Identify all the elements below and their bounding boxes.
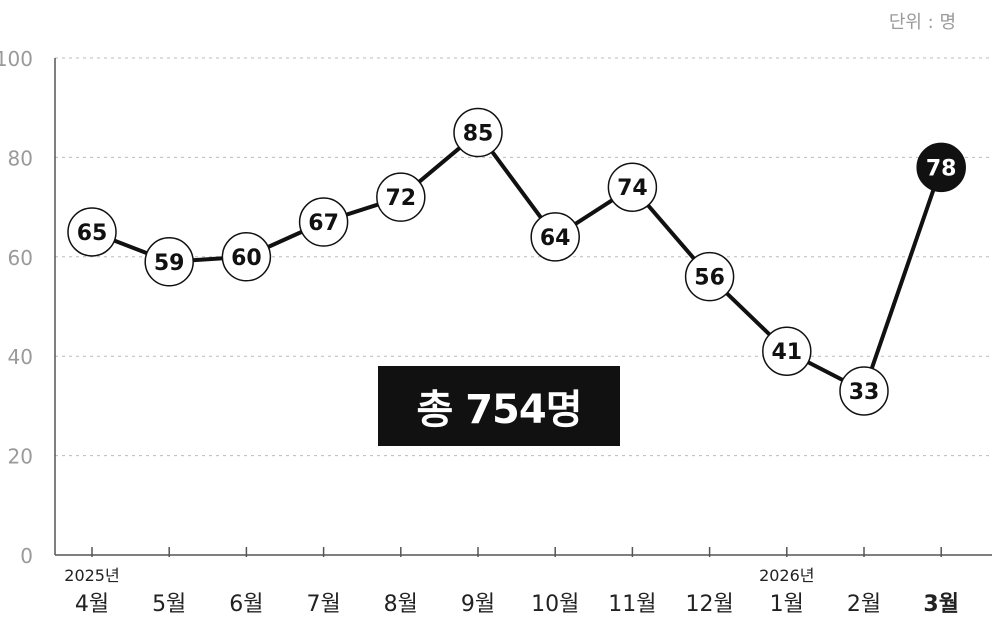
data-label: 65 bbox=[77, 221, 108, 246]
data-label: 41 bbox=[771, 340, 802, 365]
data-label: 74 bbox=[617, 176, 648, 201]
data-point bbox=[298, 197, 349, 247]
grid-lines bbox=[55, 57, 992, 457]
x-tick-label: 2월 bbox=[847, 592, 881, 617]
y-tick-label: 60 bbox=[8, 246, 33, 270]
data-label: 85 bbox=[463, 122, 494, 147]
y-tick-label: 100 bbox=[0, 47, 33, 71]
y-axis-ticks: 0 20 40 60 80 100 bbox=[0, 47, 33, 568]
series-polyline bbox=[91, 130, 944, 393]
axes bbox=[54, 58, 992, 556]
data-label: 33 bbox=[849, 380, 880, 405]
x-tick-label: 8월 bbox=[384, 592, 418, 617]
x-tick-label: 1월 bbox=[770, 592, 804, 617]
x-tick-label: 10월 bbox=[531, 592, 579, 617]
x-tick-label: 11월 bbox=[608, 592, 656, 617]
total-label: 총 754명 bbox=[416, 387, 582, 433]
data-label: 64 bbox=[540, 226, 571, 251]
data-point bbox=[453, 107, 503, 158]
x-tick-label: 6월 bbox=[229, 592, 263, 617]
y-tick-label: 20 bbox=[8, 445, 33, 469]
x-tick-label: 4월 bbox=[75, 592, 109, 617]
data-point bbox=[916, 142, 966, 193]
data-label: 78 bbox=[926, 156, 957, 181]
data-label: 72 bbox=[385, 186, 416, 211]
data-point bbox=[839, 366, 889, 416]
x-tick-label: 5월 bbox=[152, 592, 186, 617]
data-label: 67 bbox=[308, 211, 339, 236]
year-label: 2026년 bbox=[759, 566, 814, 585]
total-badge: 총 754명 bbox=[378, 366, 620, 446]
y-tick-label: 80 bbox=[8, 146, 33, 170]
y-tick-label: 0 bbox=[20, 544, 33, 568]
data-point bbox=[684, 251, 735, 302]
x-axis-ticks: 4월 5월 6월 7월 8월 9월 10월 11월 12월 1월 2월 3월 2025년 2026년 bbox=[64, 547, 959, 617]
x-tick-label: 9월 bbox=[461, 592, 495, 617]
data-point bbox=[67, 207, 117, 257]
data-point bbox=[144, 237, 194, 287]
x-tick-label: 12월 bbox=[685, 592, 733, 617]
data-point bbox=[762, 326, 812, 376]
data-point bbox=[221, 232, 272, 282]
data-label: 56 bbox=[694, 266, 725, 291]
x-tick-label: 7월 bbox=[306, 592, 340, 617]
data-point bbox=[530, 212, 580, 262]
y-tick-label: 40 bbox=[8, 345, 33, 369]
data-label: 60 bbox=[231, 246, 262, 271]
year-label: 2025년 bbox=[64, 566, 119, 585]
data-label: 59 bbox=[154, 251, 185, 276]
data-point bbox=[607, 162, 658, 212]
data-point bbox=[376, 172, 426, 222]
x-tick-label: 3월 bbox=[923, 592, 959, 617]
series-line bbox=[91, 130, 944, 393]
unit-label: 단위 : 명 bbox=[888, 12, 956, 33]
data-points: 65 59 60 67 72 85 64 74 56 41 33 78 bbox=[67, 107, 966, 416]
